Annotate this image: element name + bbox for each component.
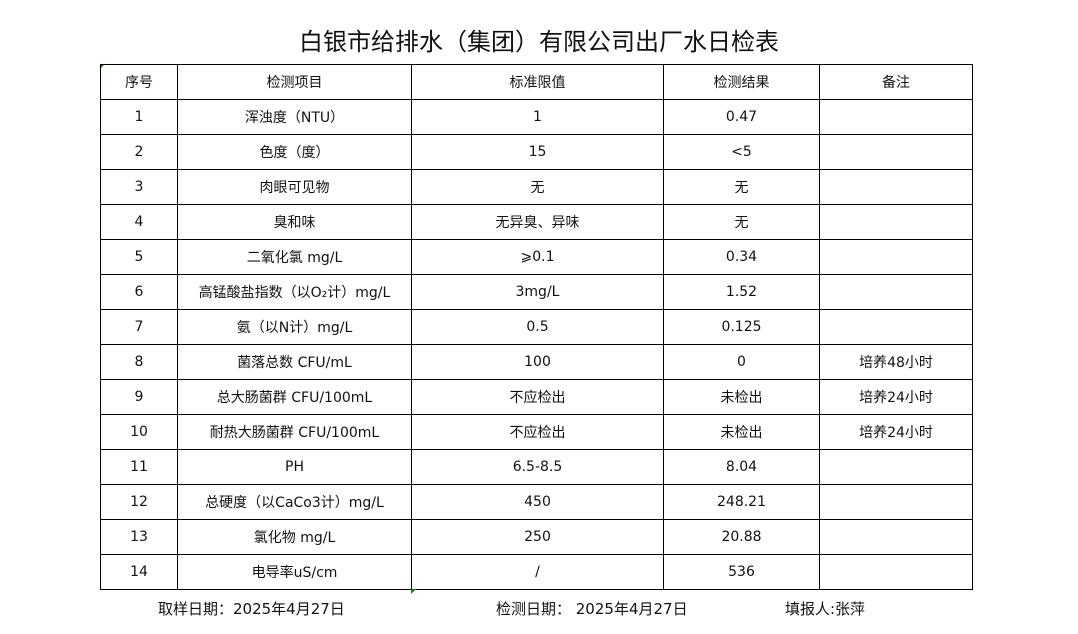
test-result-cell: 20.88: [663, 519, 820, 555]
inspection-table: 序号 检测项目 标准限值 检测结果 备注 1 浑浊度（NTU） 1 0.47 2 色度（度…: [100, 64, 973, 590]
standard-limit-cell: /: [411, 554, 664, 590]
row-number-cell: 4: [100, 204, 178, 240]
test-result-cell: 未检出: [663, 379, 820, 415]
page-title: 白银市给排水（集团）有限公司出厂水日检表: [299, 28, 779, 56]
table-row: 7 氨（以N计）mg/L 0.5 0.125: [100, 309, 973, 345]
test-item-cell: 肉眼可见物: [177, 169, 412, 205]
standard-limit-cell: 1: [411, 99, 664, 135]
row-number-cell: 11: [100, 449, 178, 485]
test-item-cell: 高锰酸盐指数（以O₂计）mg/L: [177, 274, 412, 310]
row-number-cell: 2: [100, 134, 178, 170]
table-row: 10 耐热大肠菌群 CFU/100mL 不应检出 未检出 培养24小时: [100, 414, 973, 450]
standard-limit-cell: 15: [411, 134, 664, 170]
row-number-cell: 8: [100, 344, 178, 380]
remark-cell: [819, 449, 973, 485]
header-cell: 序号: [100, 64, 178, 100]
cell-marker: [411, 589, 416, 594]
test-item-cell: 二氧化氯 mg/L: [177, 239, 412, 275]
test-item-cell: 氯化物 mg/L: [177, 519, 412, 555]
standard-limit-cell: ⩾0.1: [411, 239, 664, 275]
row-number-cell: 12: [100, 484, 178, 520]
test-item-cell: 臭和味: [177, 204, 412, 240]
remark-cell: [819, 274, 973, 310]
row-number-cell: 1: [100, 99, 178, 135]
remark-cell: [819, 169, 973, 205]
test-item-cell: 电导率uS/cm: [177, 554, 412, 590]
header-cell: 备注: [819, 64, 973, 100]
header-cell: 标准限值: [411, 64, 664, 100]
test-result-cell: 0: [663, 344, 820, 380]
table-row: 4 臭和味 无异臭、异味无: [100, 204, 973, 240]
remark-cell: [819, 134, 973, 170]
standard-limit-cell: 3mg/L: [411, 274, 664, 310]
test-result-cell: 1.52: [663, 274, 820, 310]
remark-cell: [819, 519, 973, 555]
table-row: 14 电导率uS/cm/536: [100, 554, 973, 590]
header-cell: 检测结果: [663, 64, 820, 100]
standard-limit-cell: 不应检出: [411, 414, 664, 450]
test-result-cell: 未检出: [663, 414, 820, 450]
test-result-cell: <5: [663, 134, 820, 170]
reporter: 填报人:张萍: [785, 600, 866, 618]
test-date: 检测日期： 2025年4月27日: [496, 600, 688, 618]
remark-cell: [819, 484, 973, 520]
remark-cell: 培养24小时: [819, 414, 973, 450]
table-row: 3 肉眼可见物无无: [100, 169, 973, 205]
table-row: 8 菌落总数 CFU/mL 100 0 培养48小时: [100, 344, 973, 380]
row-number-cell: 3: [100, 169, 178, 205]
test-result-cell: 248.21: [663, 484, 820, 520]
test-item-cell: 总大肠菌群 CFU/100mL: [177, 379, 412, 415]
remark-cell: 培养48小时: [819, 344, 973, 380]
standard-limit-cell: 450: [411, 484, 664, 520]
test-result-cell: 无: [663, 204, 820, 240]
remark-cell: [819, 554, 973, 590]
remark-cell: [819, 239, 973, 275]
test-item-cell: 菌落总数 CFU/mL: [177, 344, 412, 380]
test-result-cell: 无: [663, 169, 820, 205]
test-result-cell: 0.34: [663, 239, 820, 275]
standard-limit-cell: 无: [411, 169, 664, 205]
row-number-cell: 6: [100, 274, 178, 310]
standard-limit-cell: 无异臭、异味: [411, 204, 664, 240]
header-cell: 检测项目: [177, 64, 412, 100]
row-number-cell: 7: [100, 309, 178, 345]
table-row: 9 总大肠菌群 CFU/100mL 不应检出 未检出 培养24小时: [100, 379, 973, 415]
test-result-cell: 0.47: [663, 99, 820, 135]
table-row: 13 氯化物 mg/L 250 20.88: [100, 519, 973, 555]
test-result-cell: 536: [663, 554, 820, 590]
table-row: 5 二氧化氯 mg/L ⩾0.1 0.34: [100, 239, 973, 275]
test-item-cell: 色度（度）: [177, 134, 412, 170]
table-row: 1 浑浊度（NTU） 1 0.47: [100, 99, 973, 135]
standard-limit-cell: 6.5-8.5: [411, 449, 664, 485]
test-item-cell: 氨（以N计）mg/L: [177, 309, 412, 345]
row-number-cell: 5: [100, 239, 178, 275]
row-number-cell: 9: [100, 379, 178, 415]
test-item-cell: 总硬度（以CaCo3计）mg/L: [177, 484, 412, 520]
standard-limit-cell: 250: [411, 519, 664, 555]
test-item-cell: PH: [177, 449, 412, 485]
remark-cell: 培养24小时: [819, 379, 973, 415]
standard-limit-cell: 0.5: [411, 309, 664, 345]
test-result-cell: 8.04: [663, 449, 820, 485]
test-item-cell: 耐热大肠菌群 CFU/100mL: [177, 414, 412, 450]
test-item-cell: 浑浊度（NTU）: [177, 99, 412, 135]
row-number-cell: 13: [100, 519, 178, 555]
remark-cell: [819, 309, 973, 345]
header-row: 序号 检测项目 标准限值 检测结果 备注: [100, 64, 973, 100]
test-result-cell: 0.125: [663, 309, 820, 345]
remark-cell: [819, 99, 973, 135]
remark-cell: [819, 204, 973, 240]
sample-date: 取样日期：2025年4月27日: [158, 600, 345, 618]
standard-limit-cell: 不应检出: [411, 379, 664, 415]
standard-limit-cell: 100: [411, 344, 664, 380]
row-number-cell: 14: [100, 554, 178, 590]
table-row: 12 总硬度（以CaCo3计）mg/L 450 248.21: [100, 484, 973, 520]
table-row: 6 高锰酸盐指数（以O₂计）mg/L 3mg/L 1.52: [100, 274, 973, 310]
table-row: 11 PH 6.5-8.5 8.04: [100, 449, 973, 485]
row-number-cell: 10: [100, 414, 178, 450]
table-row: 2 色度（度） 15 <5: [100, 134, 973, 170]
